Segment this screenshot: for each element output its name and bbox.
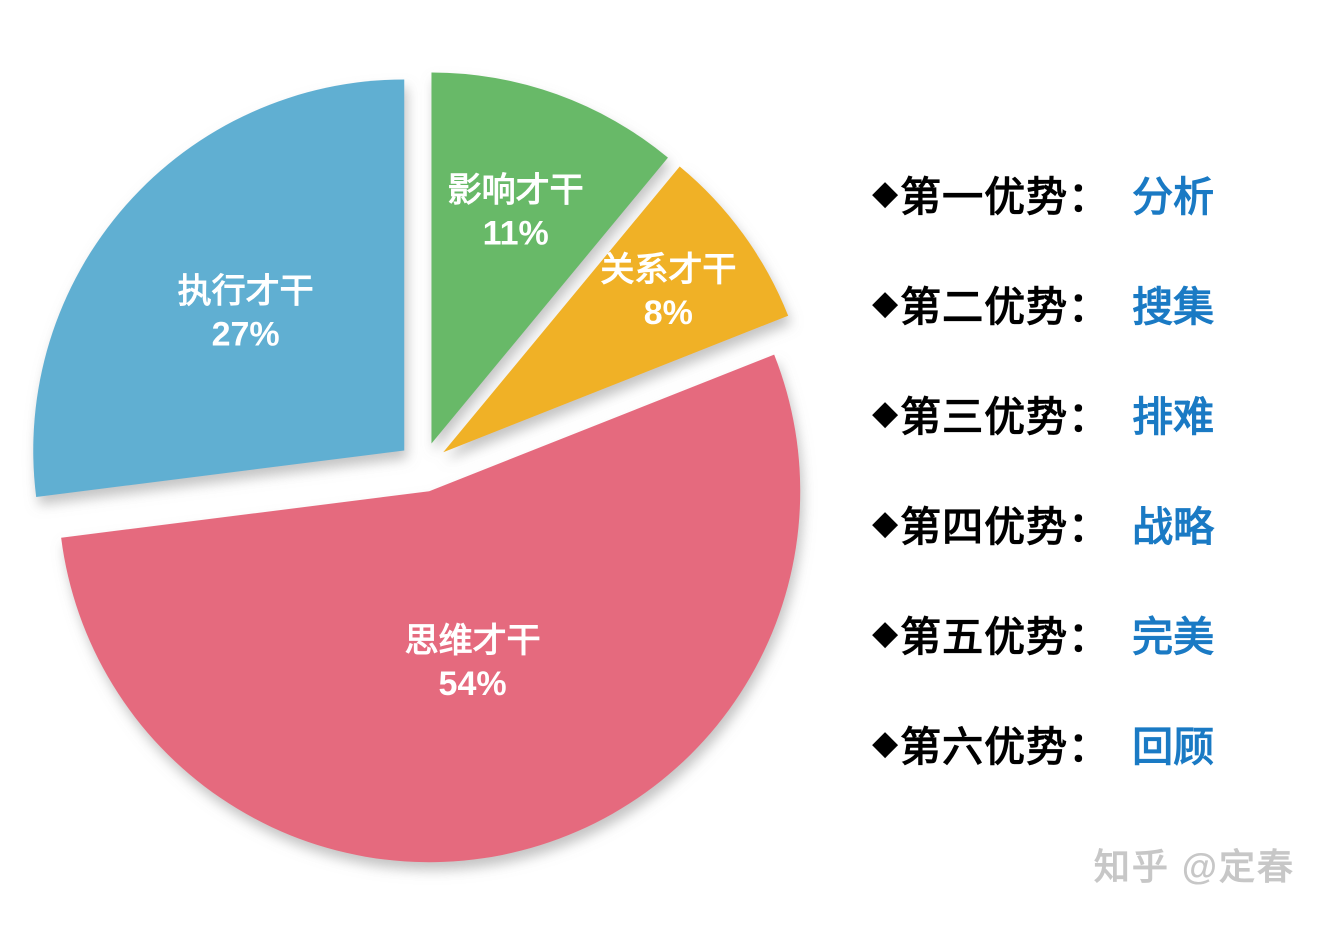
list-item: ◆ 第六优势： 回顾: [872, 720, 1214, 770]
slice-label-3: 执行才干 27%: [178, 273, 314, 354]
strength-rank-label: 第二优势：: [900, 284, 1111, 330]
diamond-bullet-icon: ◆: [872, 174, 899, 212]
strength-value: 战略: [1132, 504, 1215, 550]
slice-label-0: 影响才干 11%: [448, 172, 584, 253]
list-item: ◆ 第二优势： 搜集: [872, 280, 1214, 330]
strength-value: 完美: [1132, 614, 1215, 660]
strengths-list: ◆ 第一优势： 分析 ◆ 第二优势： 搜集 ◆ 第三优势： 排难 ◆ 第四优势：…: [872, 170, 1214, 830]
strength-value: 排难: [1132, 394, 1215, 440]
pie-slice-3: [33, 79, 405, 497]
list-item: ◆ 第三优势： 排难: [872, 390, 1214, 440]
diamond-bullet-icon: ◆: [872, 614, 899, 652]
list-item: ◆ 第五优势： 完美: [872, 610, 1214, 660]
strength-rank-label: 第五优势：: [900, 614, 1111, 660]
strength-rank-label: 第四优势：: [900, 504, 1111, 550]
list-item: ◆ 第一优势： 分析: [872, 170, 1214, 220]
slice-label-2: 思维才干 54%: [405, 622, 541, 703]
watermark: 知乎 @定春: [1093, 846, 1295, 887]
list-item: ◆ 第四优势： 战略: [872, 500, 1214, 550]
strength-rank-label: 第一优势：: [900, 174, 1111, 220]
pie-slice-1: [443, 166, 789, 453]
diamond-bullet-icon: ◆: [872, 284, 899, 322]
strength-value: 搜集: [1132, 284, 1215, 330]
strength-value: 回顾: [1132, 724, 1215, 770]
pie-slice-0: [431, 72, 668, 444]
strength-rank-label: 第三优势：: [900, 394, 1111, 440]
diamond-bullet-icon: ◆: [872, 394, 899, 432]
pie-chart-figure: 影响才干 11% 关系才干 8% 思维才干 54% 执行才干 27%: [33, 72, 801, 863]
diamond-bullet-icon: ◆: [872, 724, 899, 762]
pie-slice-2: [61, 354, 801, 863]
diamond-bullet-icon: ◆: [872, 504, 899, 542]
slice-label-1: 关系才干 8%: [600, 251, 736, 332]
pie-chart: 影响才干 11%关系才干 8% 思维才干 54% 执行才干 27%: [33, 72, 801, 863]
strength-value: 分析: [1132, 174, 1215, 220]
strength-rank-label: 第六优势：: [900, 724, 1111, 770]
